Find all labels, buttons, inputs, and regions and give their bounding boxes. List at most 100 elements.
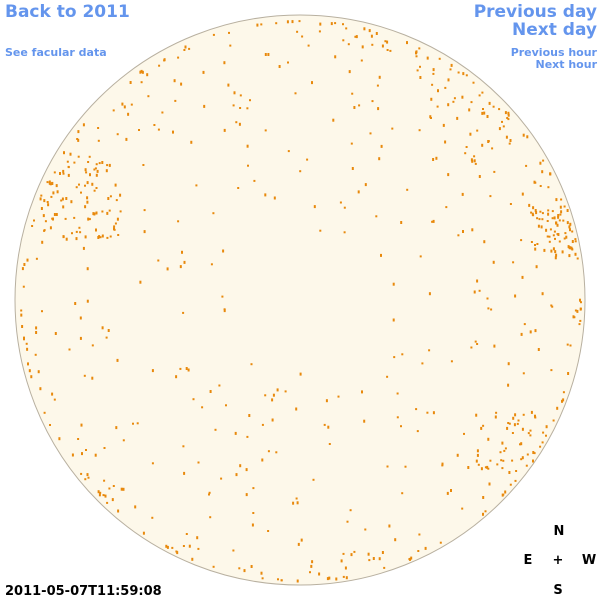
facula [122,487,125,491]
facula [470,101,473,104]
facula [65,237,68,241]
facula [276,388,279,392]
facula [99,491,102,494]
facula [223,308,226,311]
facula [83,374,86,377]
facula [52,217,54,221]
facula [507,111,510,115]
facula [474,340,477,343]
facula [261,458,264,462]
facula [375,215,378,218]
facula [63,151,65,155]
facula [516,422,519,425]
facula [71,453,74,457]
facula [51,182,54,185]
facula [484,510,487,513]
facula [418,533,421,536]
facula [500,459,503,462]
facula [549,228,552,231]
facula [475,413,478,417]
facula [75,186,78,189]
facula [363,27,366,31]
facula [576,309,579,313]
facula [271,418,274,422]
facula [166,545,169,549]
facula [142,531,145,535]
facula [292,501,295,505]
facula [357,190,360,194]
facula [428,292,431,296]
facula [47,203,50,207]
facula [252,487,255,490]
facular-link[interactable]: See facular data [5,46,107,59]
facula [151,516,154,519]
facula [151,462,154,465]
facula [481,143,484,147]
facula [546,235,549,238]
facula [566,343,569,346]
previous-day-link[interactable]: Previous day [474,2,597,22]
facula [435,156,438,160]
facula [507,422,510,424]
facula [344,566,347,570]
facula [441,462,444,466]
facula [555,198,558,202]
facula [84,478,87,481]
facula [44,220,47,223]
facula [34,353,37,356]
facula [462,72,465,76]
facula [37,370,40,374]
facula [410,556,413,560]
facula [571,240,574,243]
facula [93,212,96,216]
facula [112,485,115,487]
facula [88,155,91,158]
facula [486,115,489,118]
facula [541,212,544,215]
facula [400,221,403,224]
facula [46,181,49,184]
facula [60,199,63,202]
facula [534,414,536,418]
facula [287,150,290,153]
facula [101,161,104,164]
next-hour-link[interactable]: Next hour [536,58,598,71]
facula [323,423,326,426]
facula [429,115,432,119]
facula [335,577,338,581]
facula [453,97,456,100]
facula [319,22,322,26]
next-day-link[interactable]: Next day [512,20,597,40]
facula [506,426,509,430]
facula [182,311,185,314]
facula [368,559,371,562]
facula [368,29,371,33]
facula [73,216,76,219]
previous-hour-link[interactable]: Previous hour [511,46,598,59]
facula [307,44,310,47]
facula [416,430,419,433]
facula [478,94,481,97]
facula [468,108,471,112]
facula [40,194,43,197]
facula [432,158,435,161]
facula [567,372,570,375]
facula [386,49,389,51]
facula [67,166,70,169]
facula [476,453,479,457]
facula [43,229,46,232]
facula [499,451,502,454]
facula [563,205,566,208]
facula [179,367,182,370]
facula [214,428,217,431]
facula [393,356,396,359]
facula [514,479,517,482]
facula [273,196,276,200]
back-link[interactable]: Back to 2011 [5,2,130,22]
facula [54,332,57,335]
facula [478,289,481,292]
facula [473,159,476,163]
facula [476,449,479,453]
facula [93,189,96,192]
facula [40,207,43,210]
